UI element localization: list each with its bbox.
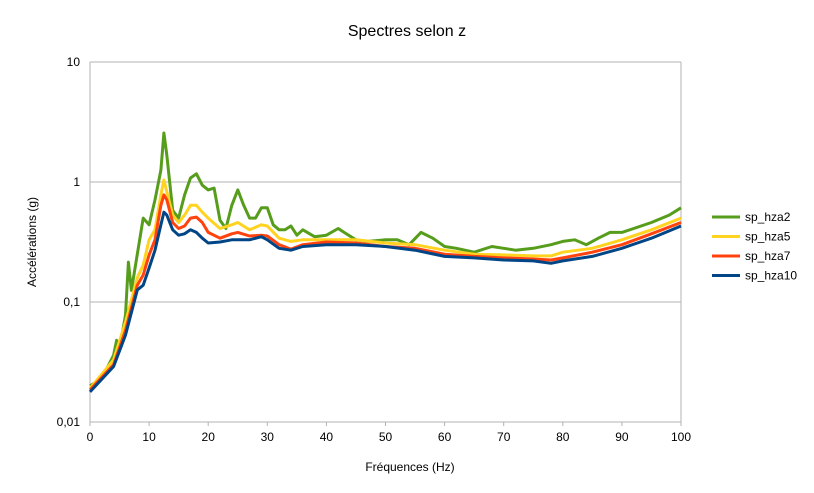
x-tick-label: 60 [438,430,452,444]
series-line-sp_hza2 [89,131,682,388]
y-tick-label: 0,01 [57,415,81,429]
legend-label: sp_hza5 [745,230,791,244]
y-tick-label: 0,1 [63,295,80,309]
y-axis-label: Accélérations (g) [25,197,39,287]
legend-label: sp_hza10 [745,269,797,283]
x-tick-label: 100 [671,430,691,444]
x-tick-label: 20 [202,430,216,444]
legend: sp_hza2 sp_hza5 sp_hza7 sp_hza10 [712,210,797,283]
legend-label: sp_hza2 [745,210,791,224]
x-tick-label: 40 [320,430,334,444]
series-line-sp_hza5 [88,178,682,390]
y-tick-label: 1 [73,175,80,189]
legend-label: sp_hza7 [745,249,791,263]
x-tick-label: 10 [142,430,156,444]
x-tick-label: 0 [87,430,94,444]
x-tick-label: 30 [261,430,275,444]
y-tick-label: 10 [67,55,81,69]
x-tick-label: 50 [379,430,393,444]
x-tick-label: 80 [556,430,570,444]
series-line-sp_hza10 [88,210,682,393]
x-tick-label: 70 [497,430,511,444]
x-tick-label: 90 [615,430,629,444]
x-axis-label: Fréquences (Hz) [365,460,454,474]
series-line-sp_hza7 [88,193,682,391]
chart-title: Spectres selon z [348,23,466,40]
